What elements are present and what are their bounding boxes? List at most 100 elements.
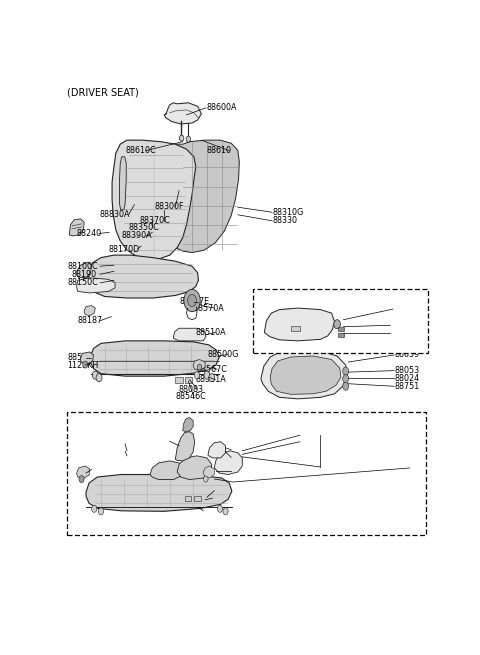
Text: 88563: 88563 bbox=[99, 440, 124, 448]
Polygon shape bbox=[175, 432, 195, 461]
Polygon shape bbox=[77, 278, 115, 293]
Polygon shape bbox=[177, 456, 212, 479]
Text: 88610: 88610 bbox=[207, 146, 232, 155]
Polygon shape bbox=[208, 441, 226, 458]
Bar bbox=[194, 496, 201, 501]
Circle shape bbox=[343, 375, 348, 383]
Text: 88330: 88330 bbox=[272, 216, 297, 225]
Text: 88546C: 88546C bbox=[175, 392, 206, 402]
Text: 88170D: 88170D bbox=[108, 244, 140, 253]
FancyBboxPatch shape bbox=[253, 290, 428, 354]
Bar bbox=[338, 327, 344, 331]
Circle shape bbox=[223, 508, 228, 515]
Polygon shape bbox=[77, 262, 92, 278]
Circle shape bbox=[343, 367, 348, 375]
Text: (W/POWER SEAT): (W/POWER SEAT) bbox=[73, 413, 138, 422]
Polygon shape bbox=[120, 157, 126, 210]
Text: 88567C: 88567C bbox=[197, 365, 228, 373]
Polygon shape bbox=[193, 360, 205, 370]
Text: 88510A: 88510A bbox=[279, 431, 310, 440]
Text: 88390A: 88390A bbox=[121, 231, 152, 240]
Polygon shape bbox=[173, 328, 206, 341]
Text: (W/POWER SEAT): (W/POWER SEAT) bbox=[259, 290, 324, 299]
Text: 88083: 88083 bbox=[178, 384, 204, 394]
Text: 88504F: 88504F bbox=[149, 437, 179, 446]
Text: 88150C: 88150C bbox=[67, 278, 98, 288]
Text: 88522H: 88522H bbox=[391, 329, 422, 338]
Text: 88137E: 88137E bbox=[179, 297, 209, 306]
Polygon shape bbox=[84, 305, 96, 316]
Text: 88563A: 88563A bbox=[96, 447, 126, 456]
Polygon shape bbox=[69, 219, 84, 236]
Text: 88830A: 88830A bbox=[99, 210, 130, 219]
Circle shape bbox=[343, 383, 348, 390]
Bar bbox=[338, 333, 344, 337]
Circle shape bbox=[184, 290, 200, 312]
Text: 88053: 88053 bbox=[395, 366, 420, 375]
Text: 88523A: 88523A bbox=[391, 321, 422, 329]
Text: 88310G: 88310G bbox=[272, 208, 303, 217]
Text: 88563: 88563 bbox=[67, 353, 93, 362]
Circle shape bbox=[92, 371, 98, 379]
Polygon shape bbox=[164, 103, 202, 124]
Text: 88516C: 88516C bbox=[211, 453, 241, 462]
Circle shape bbox=[96, 373, 102, 382]
Polygon shape bbox=[91, 341, 219, 376]
Polygon shape bbox=[86, 474, 232, 512]
Text: 88300F: 88300F bbox=[155, 202, 184, 211]
Circle shape bbox=[180, 135, 184, 141]
Text: 88546C: 88546C bbox=[192, 494, 223, 503]
Circle shape bbox=[209, 373, 215, 382]
Text: 88190: 88190 bbox=[71, 270, 96, 279]
Circle shape bbox=[204, 371, 210, 379]
Text: 88059: 88059 bbox=[395, 305, 420, 314]
Text: 88567C: 88567C bbox=[211, 466, 241, 476]
Polygon shape bbox=[87, 255, 198, 298]
Circle shape bbox=[217, 505, 223, 512]
Text: 88350C: 88350C bbox=[129, 223, 159, 233]
Circle shape bbox=[204, 476, 208, 482]
Text: 88240: 88240 bbox=[77, 229, 102, 238]
Circle shape bbox=[194, 371, 200, 379]
Text: 88059: 88059 bbox=[395, 350, 420, 360]
Text: 88570A: 88570A bbox=[194, 303, 225, 312]
Polygon shape bbox=[203, 466, 215, 478]
Polygon shape bbox=[150, 461, 183, 479]
Text: 88521A: 88521A bbox=[196, 375, 227, 384]
Text: 1125KH: 1125KH bbox=[67, 360, 99, 369]
Text: 88516B: 88516B bbox=[211, 445, 241, 455]
Bar bbox=[290, 326, 300, 331]
FancyBboxPatch shape bbox=[67, 413, 426, 535]
Text: 88610C: 88610C bbox=[125, 146, 156, 155]
Circle shape bbox=[188, 295, 196, 307]
Circle shape bbox=[92, 505, 97, 512]
Text: 88510A: 88510A bbox=[196, 328, 227, 337]
Polygon shape bbox=[112, 140, 196, 259]
Polygon shape bbox=[81, 352, 94, 364]
Text: 88600A: 88600A bbox=[207, 103, 238, 113]
Polygon shape bbox=[261, 350, 347, 399]
Bar bbox=[185, 377, 192, 383]
Text: 88500G: 88500G bbox=[207, 350, 239, 359]
Text: 88024: 88024 bbox=[395, 374, 420, 383]
Bar bbox=[175, 377, 183, 383]
Text: 88100C: 88100C bbox=[67, 262, 98, 271]
Polygon shape bbox=[77, 466, 90, 478]
Text: 88751: 88751 bbox=[395, 382, 420, 391]
Text: 88370C: 88370C bbox=[140, 216, 171, 225]
Text: 88521A: 88521A bbox=[211, 477, 241, 486]
Text: 88500G: 88500G bbox=[391, 464, 422, 472]
Polygon shape bbox=[175, 140, 240, 253]
Text: 88187: 88187 bbox=[78, 316, 103, 325]
Bar bbox=[185, 496, 192, 501]
Circle shape bbox=[79, 476, 84, 483]
Polygon shape bbox=[270, 356, 341, 394]
Circle shape bbox=[186, 136, 191, 142]
Circle shape bbox=[197, 364, 202, 370]
Polygon shape bbox=[215, 451, 242, 474]
Text: 88083: 88083 bbox=[194, 486, 219, 495]
Circle shape bbox=[334, 320, 340, 329]
Text: 1125KH: 1125KH bbox=[72, 465, 104, 474]
Circle shape bbox=[83, 361, 88, 368]
Circle shape bbox=[98, 508, 104, 515]
